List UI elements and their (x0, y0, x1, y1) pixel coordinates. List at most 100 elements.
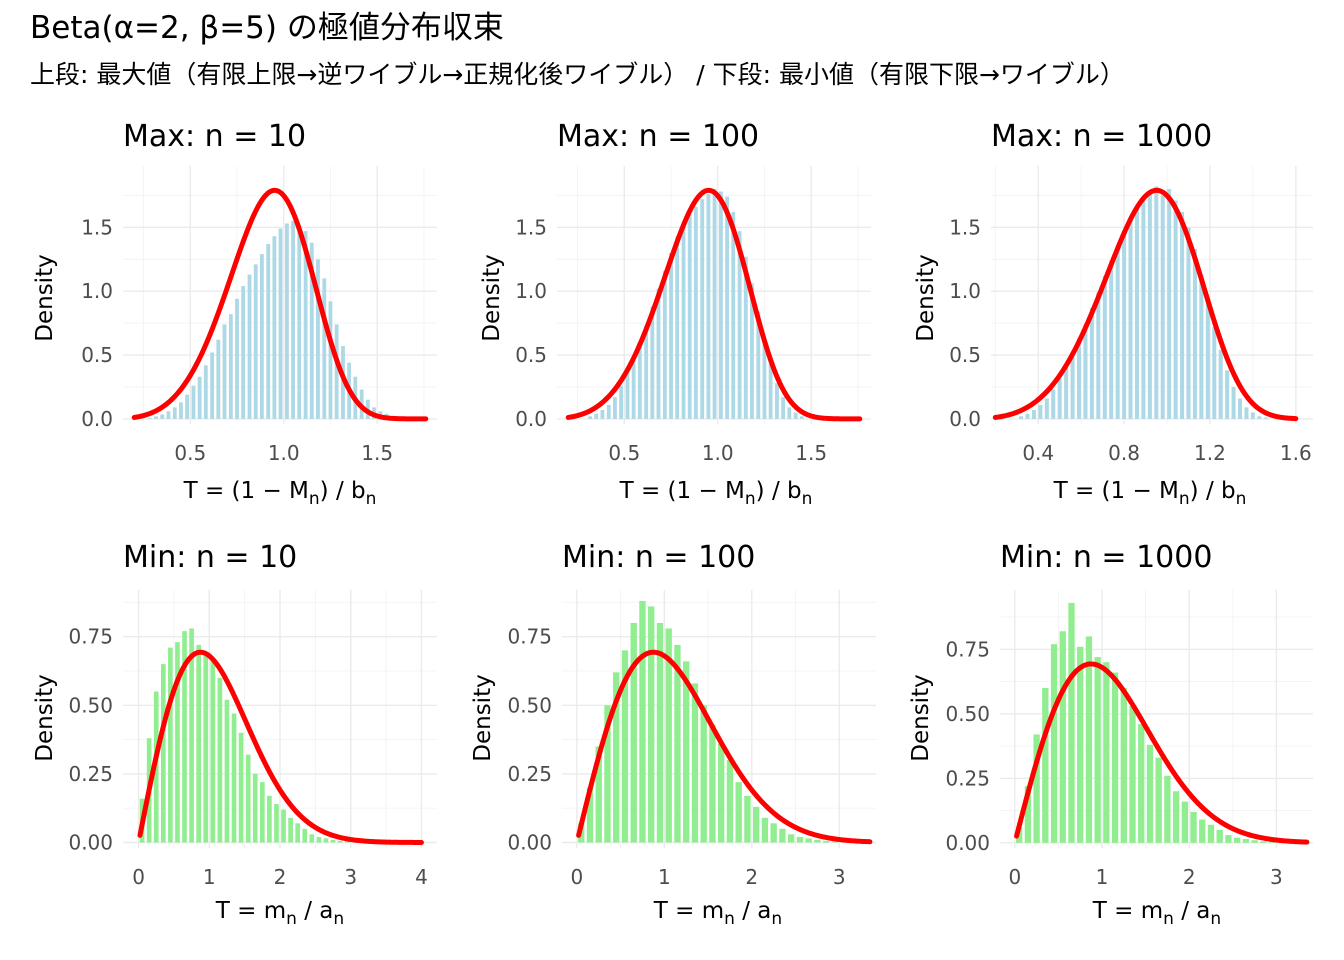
y-tick-label: 0.00 (945, 831, 990, 855)
y-tick-label: 0.25 (68, 762, 113, 786)
histogram-bar (799, 416, 804, 419)
x-tick-label: 1.2 (1194, 441, 1226, 465)
histogram-bar (216, 339, 221, 419)
histogram-bar (274, 804, 279, 843)
histogram-bar (1199, 274, 1204, 419)
histogram-bar (648, 606, 655, 843)
histogram-bar (241, 286, 246, 419)
histogram-bar (344, 841, 350, 843)
histogram-bar (687, 214, 692, 419)
panel-6: 0 1 2 3 0.00 0.25 0.50 0.75 Min: n = 1000 Density… (908, 540, 1313, 929)
histogram-bar (1085, 636, 1093, 843)
histogram-bar (725, 196, 729, 419)
histogram-bar (1096, 292, 1101, 419)
histogram-bar (259, 254, 264, 419)
histogram-bar (285, 223, 289, 419)
panel-3: 0.4 0.8 1.2 1.6 0.0 0.5 1.0 1.5 Max: n = 1000 Den… (913, 119, 1313, 509)
histogram-bar (814, 839, 821, 843)
histogram-bar (203, 365, 208, 419)
x-tick-label: 0.5 (174, 441, 206, 465)
histogram-bar (1212, 326, 1217, 419)
x-axis-label: T = mn / an (1092, 898, 1221, 929)
panel-1: 0.5 1.0 1.5 0.0 0.5 1.0 1.5 Max: n = 10 Density T… (32, 119, 437, 509)
histogram-bar (1059, 631, 1066, 843)
histogram-bar (756, 311, 761, 419)
histogram-bar (770, 823, 777, 843)
histogram-bar (1038, 404, 1043, 419)
histogram-bar (231, 713, 237, 843)
x-tick-label: 1.5 (361, 441, 393, 465)
density-curve (992, 187, 1299, 422)
histogram-bar (166, 411, 171, 419)
histogram-bar (621, 650, 629, 843)
x-tick-label: 2 (1183, 865, 1196, 889)
y-tick-label: 0.50 (945, 702, 990, 726)
histogram-bar (1207, 824, 1215, 843)
histogram-bar (619, 385, 624, 419)
histogram-bar (291, 220, 295, 419)
histogram-bar (1128, 219, 1133, 419)
histogram-bar (278, 228, 283, 419)
histogram-bar (253, 264, 258, 419)
density-curve (131, 187, 429, 422)
x-tick-label: 0.8 (1108, 441, 1140, 465)
histogram-bar (1225, 835, 1232, 843)
histogram-bar (637, 342, 642, 419)
histogram-bar (330, 839, 336, 843)
histogram-bar (309, 242, 314, 419)
y-tick-label: 0.0 (81, 407, 113, 431)
histogram-bar (781, 397, 786, 419)
histogram-bar (302, 828, 308, 843)
histogram-bar (309, 834, 315, 843)
histogram-bar (1068, 602, 1075, 843)
histogram-bar (588, 416, 592, 419)
histogram-bar (1042, 688, 1049, 843)
panel-5: 0 1 2 3 0.00 0.25 0.50 0.75 Min: n = 100 Density T… (470, 540, 876, 929)
histogram-bar (1199, 819, 1206, 843)
y-tick-label: 0.75 (507, 625, 552, 649)
histogram-bar (1180, 211, 1185, 419)
histogram-bar (762, 339, 767, 419)
y-tick-label: 1.0 (81, 279, 113, 303)
histogram-bar (805, 838, 812, 843)
y-tick-label: 1.5 (81, 215, 113, 239)
histogram-bar (1164, 775, 1171, 843)
histogram-bar (735, 782, 742, 843)
histogram-bar (252, 773, 258, 843)
histogram-bar (606, 404, 611, 419)
histogram-bar (787, 407, 792, 419)
histogram-bar (179, 402, 183, 419)
histogram-bar (712, 188, 717, 419)
figure-title: Beta(α=2, β=5) の極値分布収束 (30, 10, 504, 46)
panel-title: Max: n = 100 (557, 119, 759, 154)
histogram-bar (281, 809, 286, 843)
histogram-bar (737, 231, 742, 419)
histogram-bar (1244, 407, 1249, 419)
y-tick-label: 0.5 (949, 343, 981, 367)
histogram-bar (1094, 657, 1101, 843)
histogram-bar (744, 795, 751, 843)
histogram-bar (1205, 300, 1210, 419)
x-tick-label: 1.6 (1280, 441, 1312, 465)
histogram-bar (1057, 379, 1062, 419)
histogram-bar (222, 324, 227, 419)
y-tick-label: 0.25 (945, 766, 990, 790)
histogram-bar (210, 352, 215, 419)
x-axis-label: T = (1 − Mn) / bn (1053, 478, 1247, 509)
histogram-bar (1077, 646, 1084, 843)
histogram-bar (238, 732, 244, 843)
x-axis-label: T = (1 − Mn) / bn (183, 478, 377, 509)
histogram-bar (323, 838, 329, 843)
panel-title: Max: n = 10 (123, 119, 306, 154)
histogram-bar (761, 817, 769, 843)
x-tick-label: 0 (1008, 865, 1021, 889)
histogram-bar (154, 416, 158, 419)
grid (991, 166, 1313, 424)
x-tick-label: 1.0 (268, 441, 300, 465)
histogram-bar (1051, 389, 1056, 419)
y-axis-label: Density (913, 254, 939, 341)
histogram-bar (586, 787, 594, 843)
histogram-bar (669, 252, 673, 419)
histogram-bar (175, 642, 180, 843)
histogram-bar (337, 840, 343, 843)
